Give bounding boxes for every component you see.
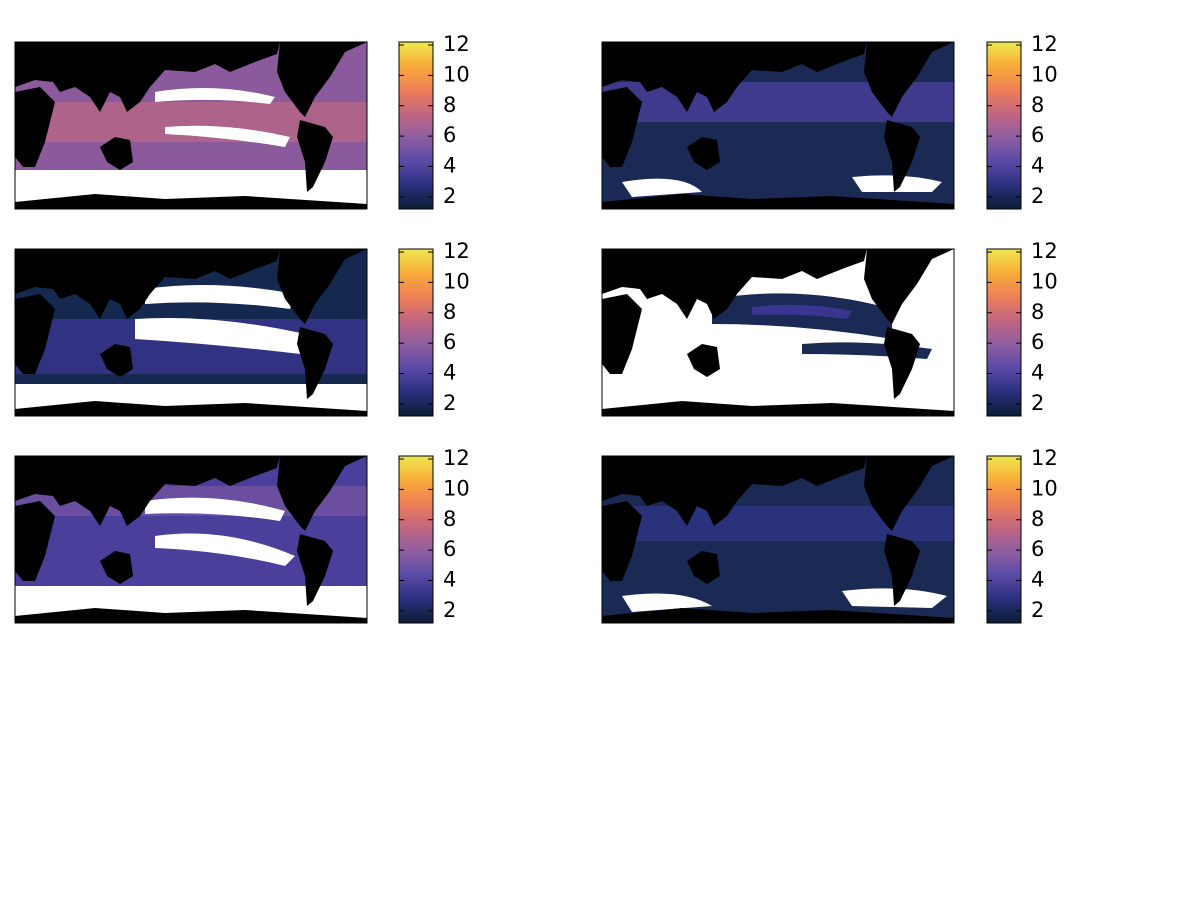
colorbar-tick-label: 12	[1031, 239, 1058, 263]
colorbar	[398, 248, 434, 417]
colorbar-tick-label: 4	[1031, 153, 1044, 177]
colorbar-tick-label: 8	[1031, 300, 1044, 324]
colorbar-tick-label: 4	[1031, 567, 1044, 591]
colorbar-tick-label: 2	[1031, 391, 1044, 415]
colorbar-tick-label: 2	[1031, 184, 1044, 208]
colorbar-tick-label: 2	[1031, 598, 1044, 622]
map	[601, 455, 955, 624]
colorbar-tick-label: 6	[443, 330, 456, 354]
colorbar-tick-label: 8	[1031, 507, 1044, 531]
colorbar-tick-label: 6	[1031, 330, 1044, 354]
colorbar-tick-label: 8	[443, 300, 456, 324]
colorbar-tick-label: 10	[443, 269, 470, 293]
colorbar-tick-label: 12	[443, 32, 470, 56]
colorbar	[986, 455, 1022, 624]
map	[601, 41, 955, 210]
colorbar-tick-label: 6	[443, 123, 456, 147]
colorbar-tick-label: 10	[1031, 269, 1058, 293]
colorbar-tick-label: 6	[443, 537, 456, 561]
colorbar-tick-label: 12	[1031, 446, 1058, 470]
colorbar-tick-label: 4	[1031, 360, 1044, 384]
colorbar	[986, 41, 1022, 210]
colorbar-tick-label: 2	[443, 598, 456, 622]
colorbar-tick-label: 8	[1031, 93, 1044, 117]
colorbar-tick-label: 10	[443, 476, 470, 500]
colorbar-tick-label: 12	[1031, 32, 1058, 56]
colorbar-tick-label: 4	[443, 153, 456, 177]
colorbar	[398, 455, 434, 624]
colorbar-tick-label: 10	[1031, 476, 1058, 500]
colorbar-tick-label: 10	[1031, 62, 1058, 86]
colorbar-tick-label: 2	[443, 184, 456, 208]
map	[14, 248, 368, 417]
colorbar-tick-label: 8	[443, 507, 456, 531]
map	[14, 41, 368, 210]
colorbar-tick-label: 12	[443, 239, 470, 263]
colorbar-tick-label: 6	[1031, 123, 1044, 147]
colorbar-tick-label: 6	[1031, 537, 1044, 561]
colorbar-tick-label: 10	[443, 62, 470, 86]
colorbar-tick-label: 4	[443, 567, 456, 591]
colorbar	[986, 248, 1022, 417]
colorbar-tick-label: 12	[443, 446, 470, 470]
colorbar-tick-label: 8	[443, 93, 456, 117]
map	[601, 248, 955, 417]
map	[14, 455, 368, 624]
colorbar-tick-label: 2	[443, 391, 456, 415]
colorbar-tick-label: 4	[443, 360, 456, 384]
colorbar	[398, 41, 434, 210]
